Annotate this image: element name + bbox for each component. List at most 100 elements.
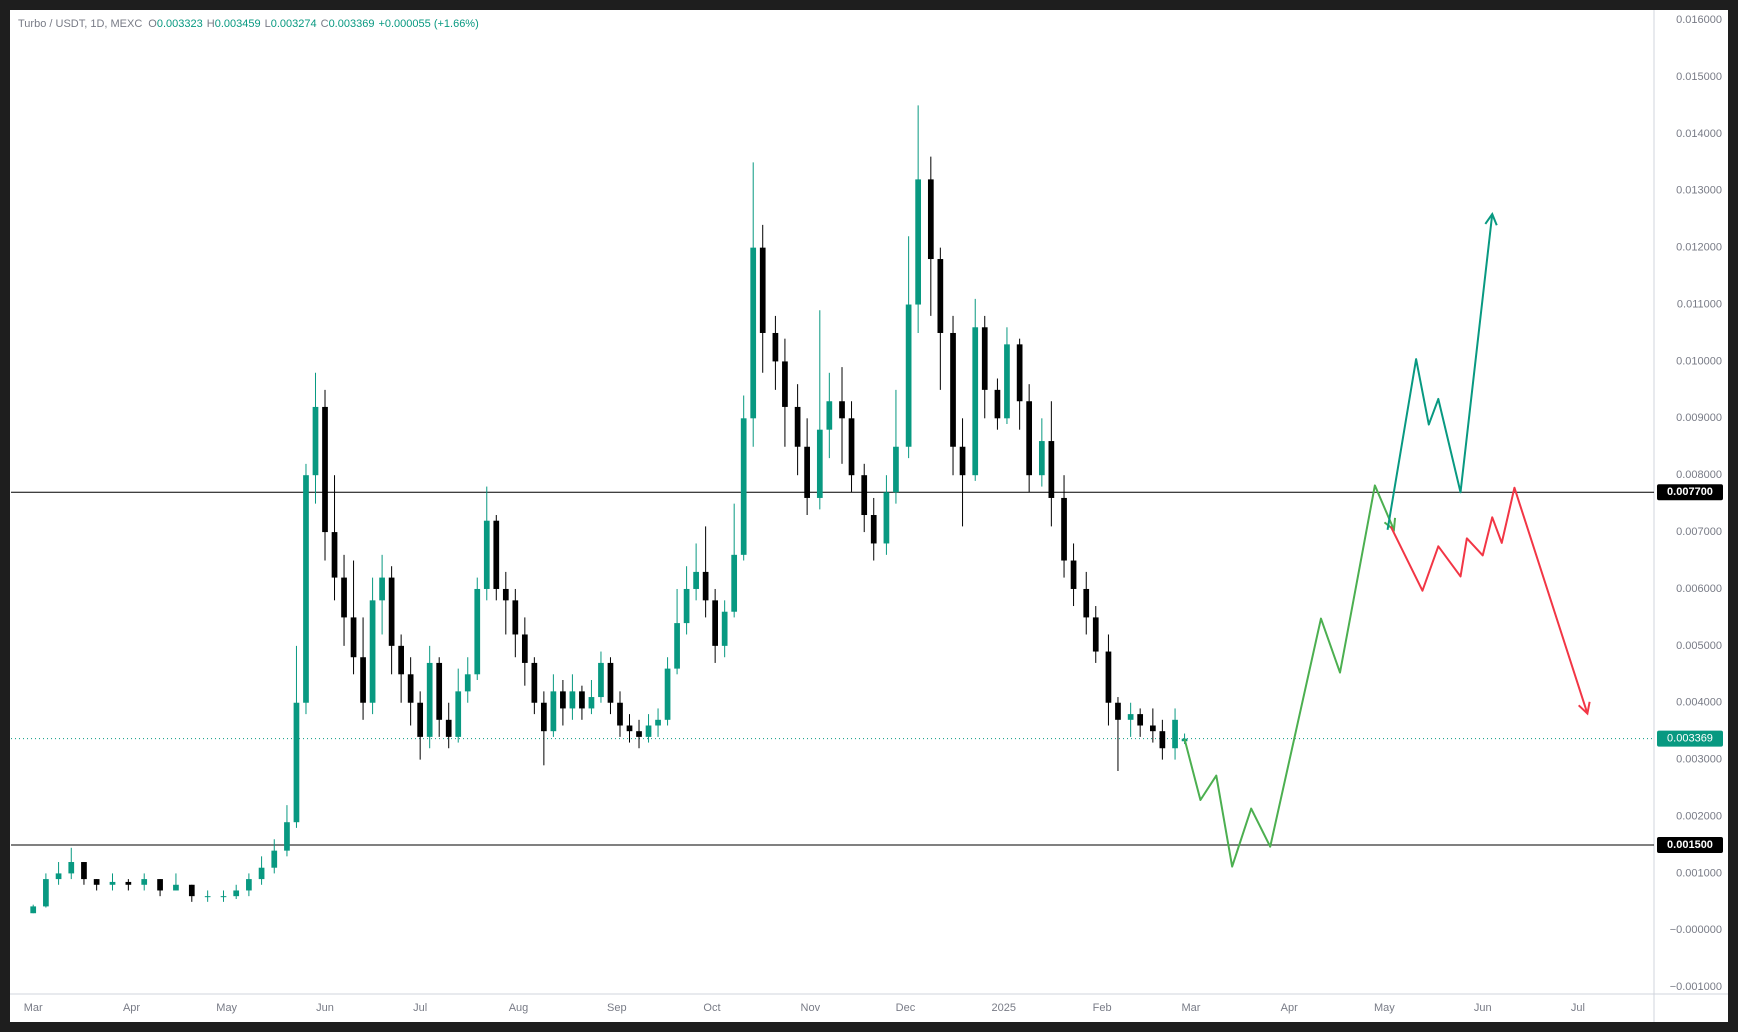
candle-body (731, 554, 738, 612)
x-tick-label: Nov (801, 1002, 821, 1014)
candle-body (483, 520, 490, 589)
legend-header: Turbo / USDT, 1D, MEXC O0.003323 H0.003459… (18, 18, 479, 30)
candle-body (30, 906, 37, 914)
candle-body (617, 702, 623, 726)
level-label-box (1657, 484, 1723, 501)
candle-body (436, 662, 443, 720)
candle-body (645, 725, 652, 737)
candle-body (636, 731, 642, 737)
candle-body (464, 674, 471, 692)
candle-body (43, 879, 49, 907)
x-tick-label: Sep (607, 1002, 627, 1014)
candle-body (141, 879, 148, 885)
y-tick-label: 0.008000 (1676, 469, 1722, 481)
candle-body (1149, 725, 1156, 732)
y-tick-label: 0.014000 (1676, 128, 1722, 140)
y-tick-label: 0.016000 (1676, 14, 1722, 26)
candle-body (870, 515, 877, 544)
y-tick-label: 0.003000 (1676, 754, 1722, 766)
candle-body (502, 588, 509, 601)
candle-body (1004, 344, 1010, 419)
x-tick-label: Apr (1281, 1002, 1298, 1014)
candle-body (550, 691, 557, 732)
candle-body (972, 327, 979, 476)
ohlc-value: 0.003369 (329, 18, 375, 30)
arrow-head (1577, 701, 1591, 716)
candle-body (493, 520, 500, 589)
ohlc-value: 0.003459 (215, 18, 261, 30)
candle-body (693, 571, 699, 589)
candle-body (794, 406, 801, 447)
y-tick-label: 0.006000 (1676, 583, 1722, 595)
candle-body (927, 179, 934, 260)
y-tick-label: 0.015000 (1676, 71, 1722, 83)
candle-body (125, 881, 132, 885)
candle-body (271, 850, 278, 868)
candle-body (521, 634, 528, 663)
candle-body (981, 327, 988, 390)
y-tick-label: 0.001000 (1676, 867, 1722, 879)
candle-body (109, 881, 116, 885)
y-tick-label: −0.001000 (1670, 981, 1722, 993)
projection-path (1386, 213, 1494, 530)
candle-body (588, 697, 595, 709)
candle-body (426, 662, 433, 737)
candle-body (1038, 441, 1045, 476)
candle-body (445, 719, 452, 737)
candle-body (959, 446, 966, 476)
candle-body (848, 418, 855, 476)
symbol: Turbo / USDT, 1D, MEXC (18, 18, 142, 30)
candle-body (369, 600, 376, 703)
arrow-head (1484, 212, 1498, 226)
candle-body (379, 577, 385, 601)
candle-body (664, 668, 671, 720)
candle-body (655, 719, 661, 726)
x-tick-label: Jul (1571, 1002, 1585, 1014)
x-tick-label: Mar (1181, 1002, 1200, 1014)
ohlc-label: O (148, 18, 157, 30)
candle-body (188, 884, 195, 897)
candle-body (157, 879, 163, 891)
candle-body (360, 657, 366, 703)
candle-body (531, 662, 538, 703)
candle-body (1092, 617, 1099, 652)
x-tick-label: May (1374, 1002, 1395, 1014)
x-tick-label: Dec (896, 1002, 916, 1014)
candle-body (303, 475, 309, 703)
candle-body (607, 662, 614, 703)
candle-body (512, 600, 519, 635)
candle-body (173, 884, 179, 891)
y-tick-label: 0.009000 (1676, 412, 1722, 424)
y-tick-label: 0.013000 (1676, 185, 1722, 197)
candle-body (312, 406, 319, 476)
x-tick-label: Jul (413, 1002, 427, 1014)
x-tick-label: Oct (703, 1002, 720, 1014)
candle-body (1048, 441, 1055, 498)
candle-body (1026, 401, 1033, 476)
y-tick-label: 0.005000 (1676, 640, 1722, 652)
candle-body (937, 259, 944, 333)
candle-body (1105, 651, 1112, 703)
level-label: 0.001500 (1667, 839, 1713, 851)
y-tick-label: 0.007000 (1676, 526, 1722, 538)
candle-body (1172, 719, 1178, 749)
candle-body (331, 532, 338, 578)
candle-body (1016, 344, 1023, 402)
chart-background (10, 10, 1728, 1022)
x-tick-label: 2025 (992, 1002, 1016, 1014)
candle-body (541, 702, 547, 732)
candle-body (702, 571, 709, 601)
candle-body (1127, 714, 1134, 720)
candle-body (994, 389, 1001, 419)
candle-body (341, 577, 347, 618)
ohlc-value: 0.003323 (157, 18, 203, 30)
x-tick-label: Feb (1093, 1002, 1112, 1014)
candle-body (569, 691, 576, 709)
x-tick-label: Jun (1474, 1002, 1492, 1014)
level-label-box (1657, 836, 1723, 853)
candle-body (905, 304, 912, 447)
candle-body (407, 674, 414, 703)
candle-body (1061, 497, 1067, 561)
